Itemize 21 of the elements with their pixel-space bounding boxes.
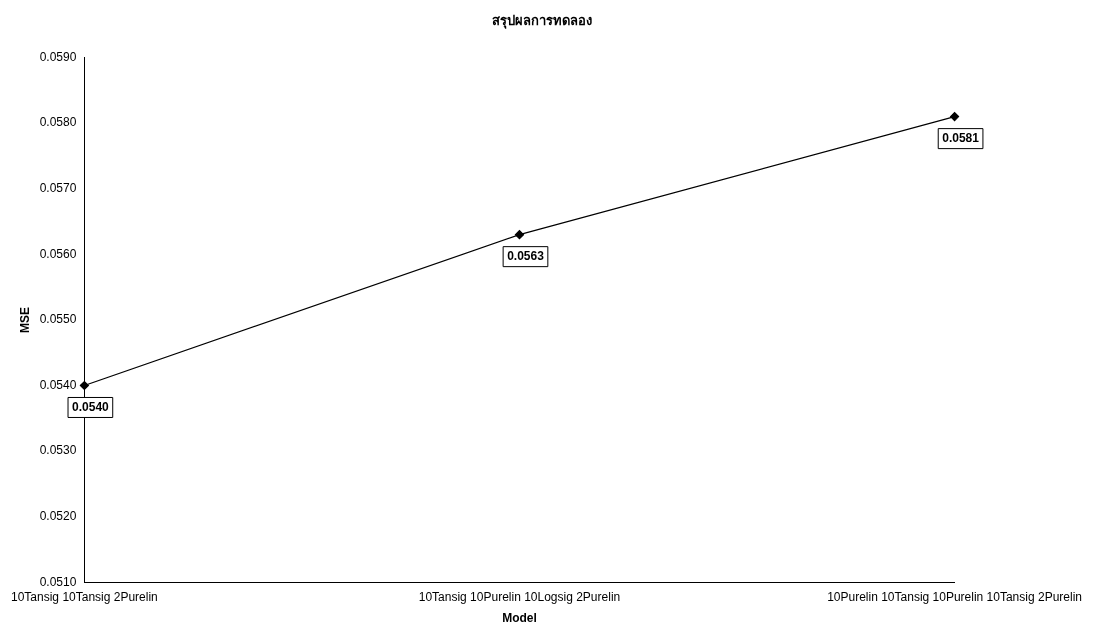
y-axis-title: MSE (17, 306, 32, 333)
data-label: 0.0540 (72, 399, 110, 414)
point (79, 380, 89, 391)
chart-title: สรุปผลการทดลอง (491, 13, 592, 30)
y-tick-label: 0.0580 (39, 115, 77, 130)
y-tick-label: 0.0550 (39, 312, 77, 327)
x-tick-label: 10Purelin 10Tansig 10Purelin 10Tansig 2Purelin (827, 589, 1082, 604)
y-tick-label: 0.0510 (39, 574, 77, 589)
y-tick-label: 0.0590 (39, 49, 77, 64)
data-label: 0.0581 (942, 130, 980, 145)
point (514, 230, 525, 240)
point (949, 112, 960, 122)
x-tick-label: 10Tansig 10Tansig 2Purelin (11, 589, 158, 604)
y-tick-label: 0.0570 (39, 181, 77, 196)
y-tick-label: 0.0520 (39, 508, 77, 523)
x-axis-title: Model (502, 611, 537, 626)
y-tick-label: 0.0540 (39, 377, 77, 392)
y-tick-label: 0.0560 (39, 246, 77, 261)
x-tick-label: 10Tansig 10Purelin 10Logsig 2Purelin (418, 589, 621, 604)
y-tick-label: 0.0530 (39, 443, 77, 458)
data-label: 0.0563 (507, 248, 545, 263)
